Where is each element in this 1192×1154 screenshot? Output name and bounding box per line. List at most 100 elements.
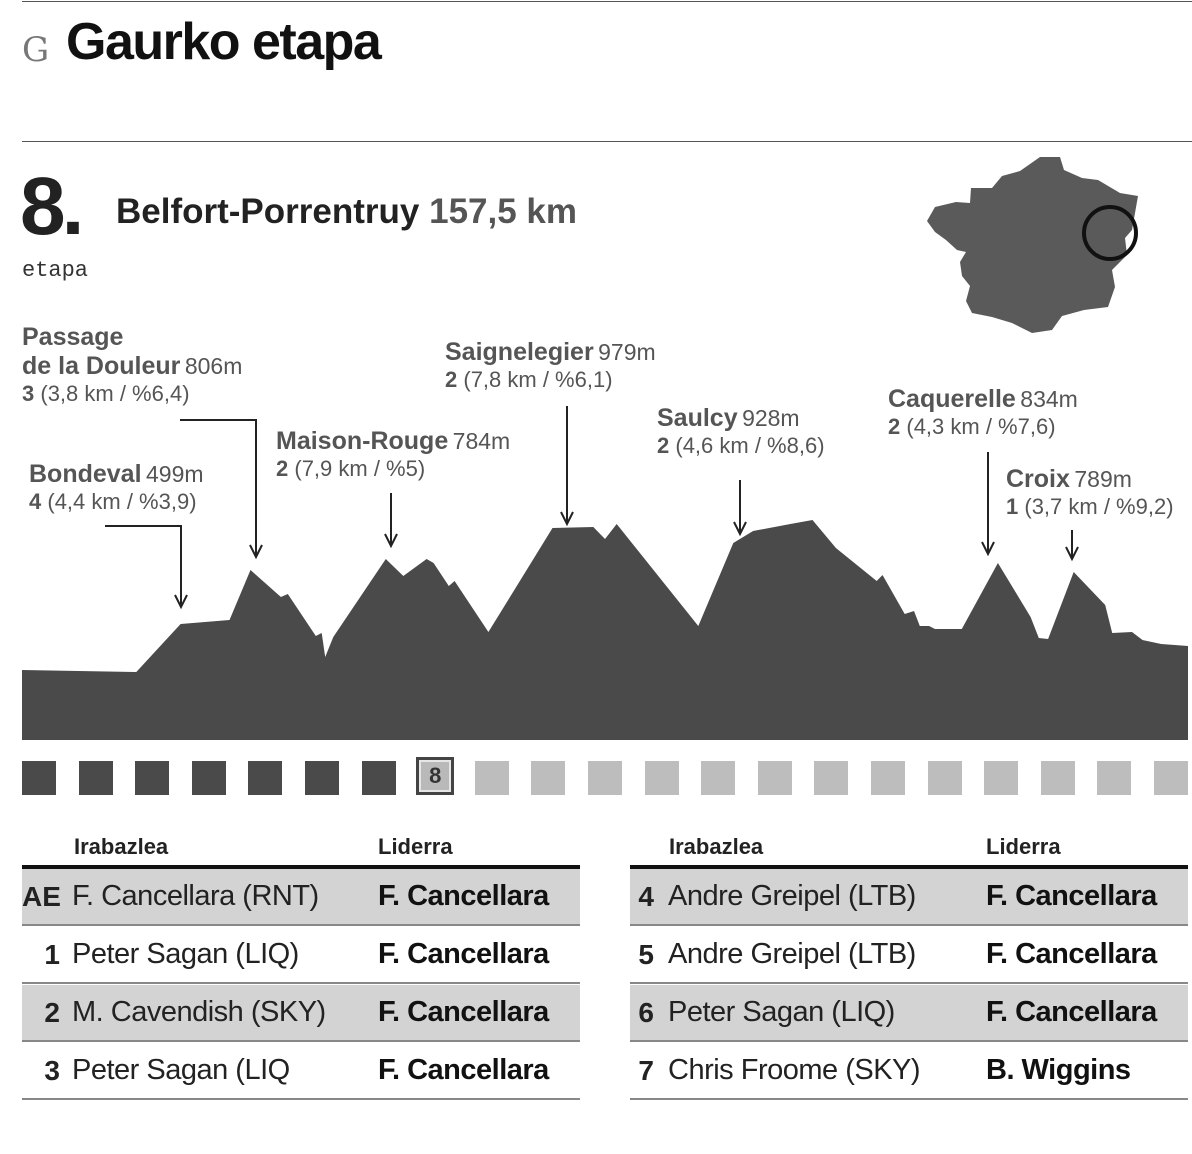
stage-square xyxy=(361,761,396,795)
stage-square xyxy=(78,761,113,795)
leader-name: F. Cancellara xyxy=(986,938,1157,970)
stage-square xyxy=(1040,761,1075,795)
climb-label-maison-rouge: Maison-Rouge 784m 2 (7,9 km / %5) xyxy=(276,427,510,481)
header-winner: Irabazlea xyxy=(669,834,764,859)
climb-name: Saignelegier xyxy=(445,338,594,366)
climb-label-passage-de-la-douleur: Passage de la Douleur 806m 3 (3,8 km / %… xyxy=(22,323,242,406)
stage-progress-strip: 8 xyxy=(22,757,1188,795)
stage-word: etapa xyxy=(22,258,89,283)
header-rule xyxy=(22,141,1192,142)
arrow-bondeval xyxy=(105,525,182,606)
table-row: AE F. Cancellara (RNT) F. Cancellara xyxy=(22,869,580,926)
stage-square xyxy=(757,761,792,795)
stage-num: 3 xyxy=(44,1055,60,1086)
climb-altitude: 928m xyxy=(742,405,800,431)
winner-name: Peter Sagan (LIQ xyxy=(72,1054,290,1086)
stage-location-circle xyxy=(1082,205,1138,261)
table-row: 3 Peter Sagan (LIQ F. Cancellara xyxy=(22,1043,580,1100)
climb-name: Bondeval xyxy=(29,460,142,488)
stage-num: AE xyxy=(22,881,61,912)
climb-label-saignelegier: Saignelegier 979m 2 (7,8 km / %6,1) xyxy=(445,338,656,392)
arrow-croix-head xyxy=(1065,546,1079,562)
climb-detail: (3,7 km / %9,2) xyxy=(1024,493,1174,519)
stage-num: 4 xyxy=(638,881,654,912)
climb-altitude: 979m xyxy=(598,339,656,365)
winner-name: M. Cavendish (SKY) xyxy=(72,996,326,1028)
leader-name: F. Cancellara xyxy=(378,1054,549,1086)
section-initial: G xyxy=(22,30,50,70)
stage-square xyxy=(871,761,905,795)
table-row: 5 Andre Greipel (LTB) F. Cancellara xyxy=(630,927,1188,984)
stage-square xyxy=(191,761,226,795)
climb-altitude: 784m xyxy=(452,428,511,454)
header-underline xyxy=(22,865,580,869)
leader-name: F. Cancellara xyxy=(986,880,1157,912)
stage-num: 6 xyxy=(638,997,654,1028)
climb-altitude: 806m xyxy=(184,352,243,379)
arrow-passage xyxy=(180,419,257,556)
stage-square xyxy=(135,761,170,795)
climb-label-bondeval: Bondeval 499m 4 (4,4 km / %3,9) xyxy=(29,460,204,514)
stage-square xyxy=(474,761,509,795)
header-underline xyxy=(630,865,1188,869)
stage-square xyxy=(531,761,566,795)
climb-arrows xyxy=(105,406,1079,610)
arrow-caquerelle-head xyxy=(981,541,995,557)
arrow-saignelegier-head xyxy=(560,511,574,527)
climb-category: 3 xyxy=(22,380,35,406)
stage-route: Belfort-Porrentruy 157,5 km xyxy=(116,192,577,232)
climb-label-croix: Croix 789m 1 (3,7 km / %9,2) xyxy=(1006,465,1174,519)
climb-name: Saulcy xyxy=(657,404,738,432)
climb-detail: (7,8 km / %6,1) xyxy=(463,366,613,392)
stage-square xyxy=(644,761,679,795)
france-map-shape xyxy=(927,157,1138,333)
climb-detail: (7,9 km / %5) xyxy=(294,455,426,481)
stage-profile-chart xyxy=(22,157,1188,740)
leader-name: B. Wiggins xyxy=(986,1054,1131,1086)
climb-category: 1 xyxy=(1006,493,1019,519)
header-leader: Liderra xyxy=(986,834,1061,859)
leader-name: F. Cancellara xyxy=(378,996,549,1028)
leader-name: F. Cancellara xyxy=(986,996,1157,1028)
stage-square xyxy=(927,761,962,795)
climb-category: 2 xyxy=(276,455,289,481)
winner-name: Andre Greipel (LTB) xyxy=(668,880,916,912)
arrow-passage-head xyxy=(249,544,263,560)
france-map xyxy=(927,157,1138,333)
stage-square xyxy=(814,761,849,795)
stage-square xyxy=(1154,761,1188,795)
climb-name: Maison-Rouge xyxy=(276,427,449,455)
climb-detail: (4,3 km / %7,6) xyxy=(906,413,1056,439)
arrow-maison-rouge-head xyxy=(384,533,398,549)
stage-square xyxy=(22,761,56,795)
winner-name: Chris Froome (SKY) xyxy=(668,1054,921,1086)
route-name: Belfort-Porrentruy xyxy=(116,192,420,231)
table-row: 6 Peter Sagan (LIQ) F. Cancellara xyxy=(630,985,1188,1042)
climb-category: 4 xyxy=(29,488,42,514)
climb-name: Croix xyxy=(1006,465,1070,493)
climb-detail: (3,8 km / %6,4) xyxy=(40,380,190,406)
stage-num: 7 xyxy=(638,1055,654,1086)
climb-label-caquerelle: Caquerelle 834m 2 (4,3 km / %7,6) xyxy=(888,385,1078,439)
winner-name: F. Cancellara (RNT) xyxy=(72,880,319,912)
stage-num: 2 xyxy=(44,997,60,1028)
arrow-bondeval-head xyxy=(174,594,188,610)
climb-name-line-2: de la Douleur xyxy=(22,351,181,380)
route-distance: 157,5 km xyxy=(429,192,578,231)
header-leader: Liderra xyxy=(378,834,453,859)
table-row: 7 Chris Froome (SKY) B. Wiggins xyxy=(630,1043,1188,1100)
climb-detail: (4,6 km / %8,6) xyxy=(675,432,825,458)
climb-altitude: 789m xyxy=(1074,466,1132,492)
climb-name: Caquerelle xyxy=(888,385,1016,413)
climb-label-saulcy: Saulcy 928m 2 (4,6 km / %8,6) xyxy=(657,404,825,458)
stage-square xyxy=(588,761,622,795)
page-title: Gaurko etapa xyxy=(66,13,382,71)
table-row: 1 Peter Sagan (LIQ) F. Cancellara xyxy=(22,927,580,984)
stage-square xyxy=(305,761,339,795)
winner-name: Andre Greipel (LTB) xyxy=(668,938,916,970)
elevation-profile-area xyxy=(22,520,1188,740)
stage-square xyxy=(248,761,283,795)
table-row: 2 M. Cavendish (SKY) F. Cancellara xyxy=(22,985,580,1042)
stage-number: 8. xyxy=(20,161,84,252)
stage-square xyxy=(1097,761,1132,795)
